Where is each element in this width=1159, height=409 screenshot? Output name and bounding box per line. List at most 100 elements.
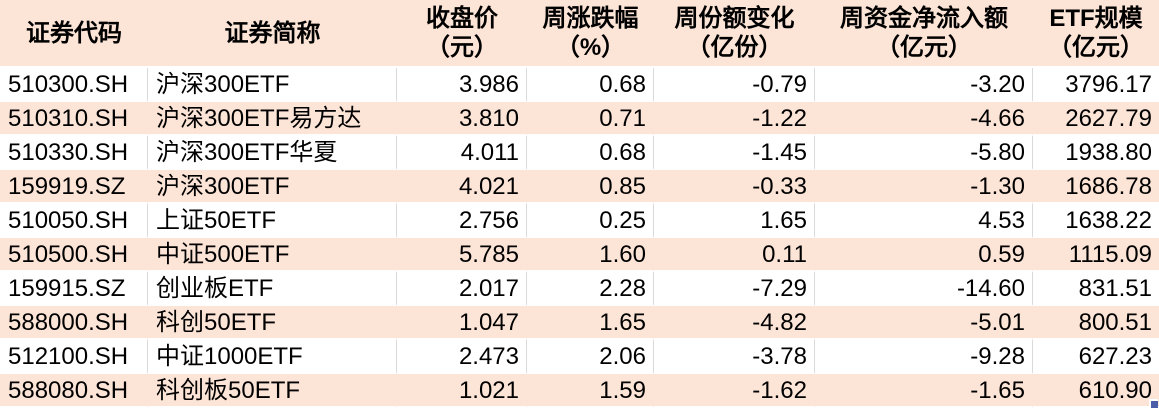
cell-net-inflow[interactable]: -3.20 (815, 68, 1033, 102)
table-row: 159915.SZ 创业板ETF 2.017 2.28 -7.29 -14.60… (0, 272, 1159, 306)
cell-share-change[interactable]: 1.65 (654, 204, 815, 238)
cell-weekly-change[interactable]: 0.68 (527, 136, 654, 170)
column-header-label: 证券代码 (26, 19, 122, 47)
column-header-label: 证券简称 (224, 19, 321, 47)
cell-net-inflow[interactable]: -4.66 (815, 102, 1033, 136)
cell-net-inflow[interactable]: -1.30 (815, 170, 1033, 204)
cell-name[interactable]: 上证50ETF (148, 204, 397, 238)
table-row: 510300.SH 沪深300ETF 3.986 0.68 -0.79 -3.2… (0, 68, 1159, 102)
table-row: 510500.SH 中证500ETF 5.785 1.60 0.11 0.59 … (0, 238, 1159, 272)
cell-share-change[interactable]: -7.29 (654, 272, 815, 306)
table-row: 512100.SH 中证1000ETF 2.473 2.06 -3.78 -9.… (0, 340, 1159, 374)
cell-code[interactable]: 510330.SH (0, 136, 148, 170)
cell-share-change[interactable]: -1.45 (654, 136, 815, 170)
cell-net-inflow[interactable]: -5.01 (815, 306, 1033, 340)
cell-code[interactable]: 510310.SH (0, 102, 148, 136)
cell-name[interactable]: 沪深300ETF (148, 170, 397, 204)
cell-close-price[interactable]: 3.986 (397, 68, 527, 102)
cell-etf-scale[interactable]: 1638.22 (1033, 204, 1159, 238)
cell-close-price[interactable]: 2.473 (397, 340, 527, 374)
column-header-weekly-change[interactable]: 周涨跌幅 （%） (527, 0, 654, 68)
cell-net-inflow[interactable]: -1.65 (815, 374, 1033, 408)
cell-share-change[interactable]: -1.62 (654, 374, 815, 408)
etf-table-body: 510300.SH 沪深300ETF 3.986 0.68 -0.79 -3.2… (0, 68, 1159, 408)
cell-close-price[interactable]: 5.785 (397, 238, 527, 272)
cell-net-inflow[interactable]: 0.59 (815, 238, 1033, 272)
cell-name[interactable]: 沪深300ETF华夏 (148, 136, 397, 170)
cell-etf-scale[interactable]: 610.90 (1033, 374, 1159, 408)
cell-close-price[interactable]: 3.810 (397, 102, 527, 136)
cell-share-change[interactable]: 0.11 (654, 238, 815, 272)
cell-etf-scale[interactable]: 627.23 (1033, 340, 1159, 374)
column-header-unit: （亿元） (876, 34, 972, 61)
column-header-net-inflow[interactable]: 周资金净流入额 （亿元） (815, 0, 1033, 68)
table-row: 159919.SZ 沪深300ETF 4.021 0.85 -0.33 -1.3… (0, 170, 1159, 204)
column-header-unit: （亿元） (1048, 34, 1144, 61)
column-header-name[interactable]: 证券简称 (148, 0, 397, 68)
column-header-code[interactable]: 证券代码 (0, 0, 148, 68)
cell-close-price[interactable]: 2.017 (397, 272, 527, 306)
cell-close-price[interactable]: 2.756 (397, 204, 527, 238)
cell-close-price[interactable]: 4.011 (397, 136, 527, 170)
cell-name[interactable]: 创业板ETF (148, 272, 397, 306)
cell-etf-scale[interactable]: 1115.09 (1033, 238, 1159, 272)
cell-weekly-change[interactable]: 0.71 (527, 102, 654, 136)
cell-etf-scale[interactable]: 1686.78 (1033, 170, 1159, 204)
cell-net-inflow[interactable]: -14.60 (815, 272, 1033, 306)
cell-name[interactable]: 科创50ETF (148, 306, 397, 340)
cell-weekly-change[interactable]: 0.85 (527, 170, 654, 204)
cell-net-inflow[interactable]: -9.28 (815, 340, 1033, 374)
table-row: 510310.SH 沪深300ETF易方达 3.810 0.71 -1.22 -… (0, 102, 1159, 136)
cell-weekly-change[interactable]: 1.60 (527, 238, 654, 272)
column-header-close-price[interactable]: 收盘价 （元） (397, 0, 527, 68)
cell-close-price[interactable]: 4.021 (397, 170, 527, 204)
cell-weekly-change[interactable]: 2.28 (527, 272, 654, 306)
cell-code[interactable]: 159919.SZ (0, 170, 148, 204)
cell-share-change[interactable]: -0.33 (654, 170, 815, 204)
cell-name[interactable]: 中证1000ETF (148, 340, 397, 374)
cell-weekly-change[interactable]: 1.65 (527, 306, 654, 340)
column-header-label: 收盘价 (426, 5, 498, 32)
cell-etf-scale[interactable]: 2627.79 (1033, 102, 1159, 136)
cell-close-price[interactable]: 1.021 (397, 374, 527, 408)
selection-fill-handle[interactable] (1149, 399, 1158, 408)
column-header-etf-scale[interactable]: ETF规模 （亿元） (1033, 0, 1159, 68)
cell-weekly-change[interactable]: 2.06 (527, 340, 654, 374)
cell-name[interactable]: 沪深300ETF (148, 68, 397, 102)
column-header-unit: （亿份） (686, 34, 783, 61)
table-header-row: 证券代码 证券简称 收盘价 （元） 周涨跌幅 （%） (0, 0, 1159, 68)
cell-code[interactable]: 510500.SH (0, 238, 148, 272)
cell-code[interactable]: 510300.SH (0, 68, 148, 102)
column-header-label: 周涨跌幅 (542, 5, 639, 32)
cell-name[interactable]: 科创板50ETF (148, 374, 397, 408)
cell-share-change[interactable]: -4.82 (654, 306, 815, 340)
cell-etf-scale[interactable]: 831.51 (1033, 272, 1159, 306)
cell-share-change[interactable]: -1.22 (654, 102, 815, 136)
cell-code[interactable]: 159915.SZ (0, 272, 148, 306)
table-row: 510050.SH 上证50ETF 2.756 0.25 1.65 4.53 1… (0, 204, 1159, 238)
cell-name[interactable]: 中证500ETF (148, 238, 397, 272)
column-header-share-change[interactable]: 周份额变化 （亿份） (654, 0, 815, 68)
cell-weekly-change[interactable]: 0.68 (527, 68, 654, 102)
table-row: 588080.SH 科创板50ETF 1.021 1.59 -1.62 -1.6… (0, 374, 1159, 408)
cell-net-inflow[interactable]: -5.80 (815, 136, 1033, 170)
cell-close-price[interactable]: 1.047 (397, 306, 527, 340)
cell-net-inflow[interactable]: 4.53 (815, 204, 1033, 238)
cell-code[interactable]: 510050.SH (0, 204, 148, 238)
cell-code[interactable]: 588000.SH (0, 306, 148, 340)
column-header-unit: （元） (426, 34, 498, 61)
cell-etf-scale[interactable]: 3796.17 (1033, 68, 1159, 102)
table-row: 588000.SH 科创50ETF 1.047 1.65 -4.82 -5.01… (0, 306, 1159, 340)
cell-etf-scale[interactable]: 800.51 (1033, 306, 1159, 340)
cell-weekly-change[interactable]: 0.25 (527, 204, 654, 238)
table-row: 510330.SH 沪深300ETF华夏 4.011 0.68 -1.45 -5… (0, 136, 1159, 170)
cell-weekly-change[interactable]: 1.59 (527, 374, 654, 408)
cell-share-change[interactable]: -3.78 (654, 340, 815, 374)
column-header-label: ETF规模 (1049, 5, 1143, 32)
cell-name[interactable]: 沪深300ETF易方达 (148, 102, 397, 136)
cell-share-change[interactable]: -0.79 (654, 68, 815, 102)
cell-code[interactable]: 512100.SH (0, 340, 148, 374)
cell-etf-scale[interactable]: 1938.80 (1033, 136, 1159, 170)
cell-code[interactable]: 588080.SH (0, 374, 148, 408)
